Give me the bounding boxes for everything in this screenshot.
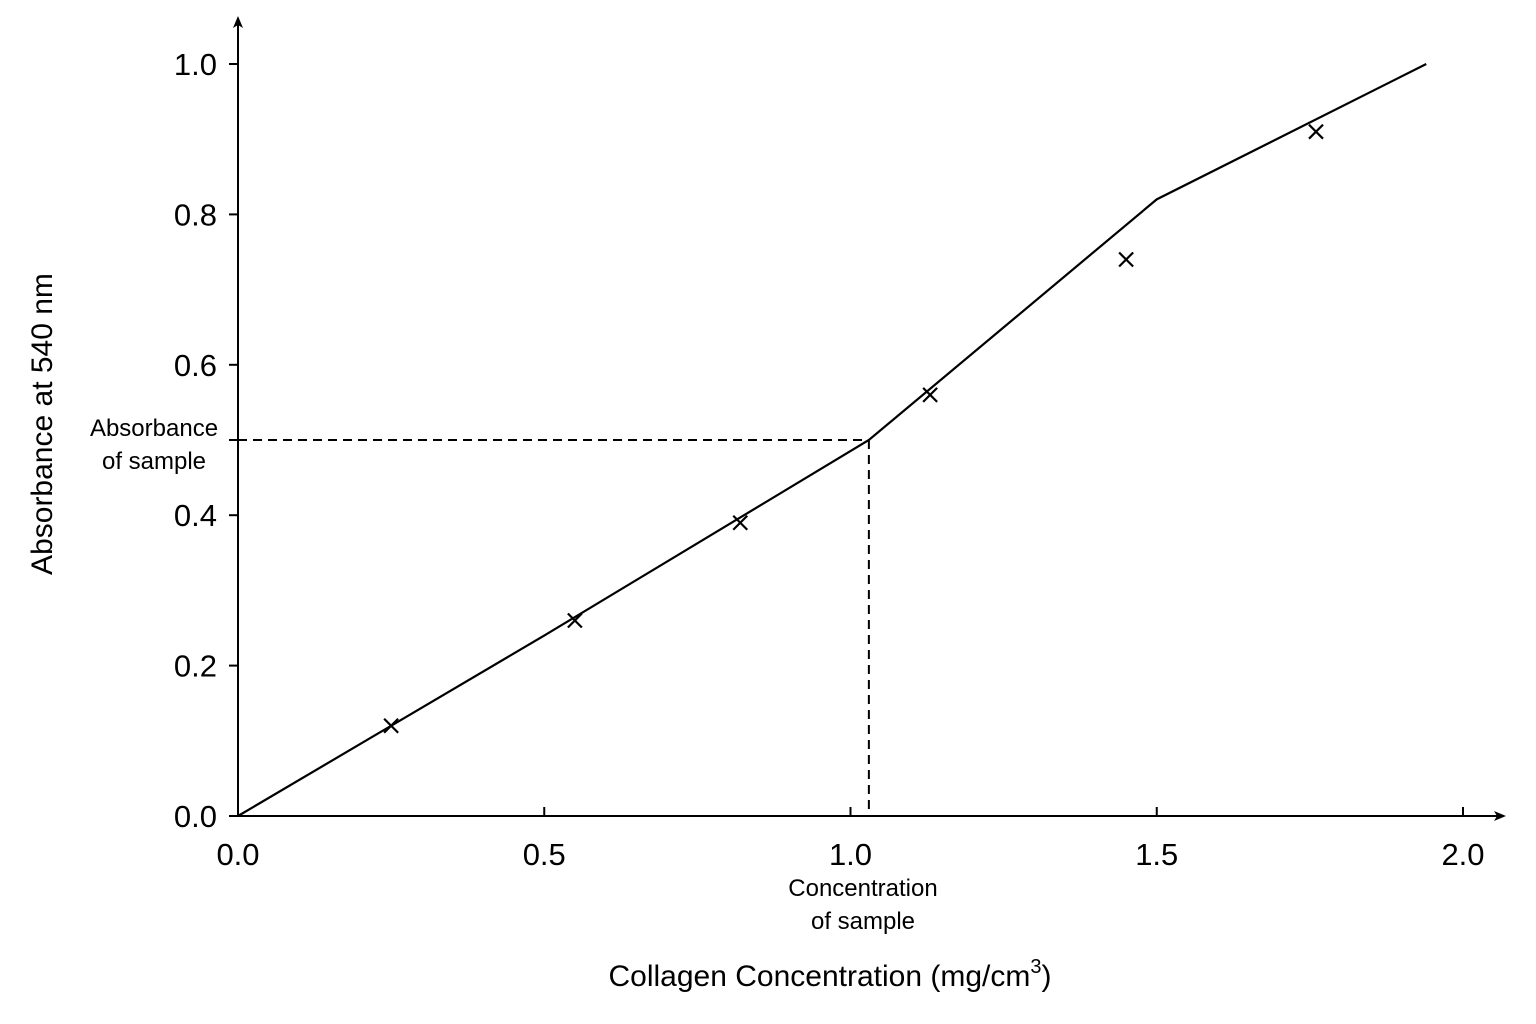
data-point-stroke bbox=[1118, 251, 1134, 268]
x-tick-label: 1.5 bbox=[1135, 837, 1178, 872]
x-axis-title-superscript: 3 bbox=[1030, 956, 1041, 978]
x-ticks: 0.0 0.5 1.0 1.5 2.0 bbox=[216, 807, 1485, 872]
data-point bbox=[383, 717, 399, 734]
x-axis-title: Collagen Concentration (mg/cm3) bbox=[609, 956, 1052, 993]
x-tick-label: 1.0 bbox=[829, 837, 872, 872]
data-point-stroke bbox=[1308, 123, 1324, 140]
y-tick-label: 0.8 bbox=[174, 197, 217, 232]
data-point bbox=[732, 514, 749, 531]
data-point-stroke bbox=[732, 514, 749, 531]
y-tick-label: 0.4 bbox=[174, 498, 217, 533]
data-point-stroke bbox=[922, 387, 938, 403]
y-tick-label: 1.0 bbox=[174, 47, 217, 82]
x-axis-title-suffix: ) bbox=[1042, 960, 1052, 993]
y-ticks: 0.0 0.2 0.4 0.6 0.8 1.0 bbox=[174, 47, 238, 834]
data-point bbox=[1118, 251, 1134, 268]
x-tick-label: 0.0 bbox=[216, 837, 259, 872]
x-tick-label: 2.0 bbox=[1441, 837, 1484, 872]
y-axis-title: Absorbance at 540 nm bbox=[26, 273, 59, 575]
y-tick-label: 0.6 bbox=[174, 348, 217, 383]
concentration-of-sample-label-line-2: of sample bbox=[811, 908, 915, 935]
data-point bbox=[922, 387, 938, 403]
x-axis-title-main: Collagen Concentration (mg/cm bbox=[609, 960, 1031, 993]
concentration-of-sample-label-line-1: Concentration bbox=[788, 875, 937, 902]
data-point bbox=[567, 612, 583, 629]
y-tick-label: 0.2 bbox=[174, 649, 217, 684]
y-tick-label: 0.0 bbox=[174, 799, 217, 834]
absorbance-of-sample-label-line-1: Absorbance bbox=[90, 415, 218, 442]
data-point bbox=[1308, 123, 1324, 140]
data-point-stroke bbox=[567, 612, 583, 629]
x-tick-label: 0.5 bbox=[523, 837, 566, 872]
best-fit-line bbox=[237, 63, 1427, 817]
data-point-stroke bbox=[383, 717, 399, 734]
absorbance-of-sample-label-line-2: of sample bbox=[102, 448, 206, 475]
data-points bbox=[383, 123, 1324, 734]
